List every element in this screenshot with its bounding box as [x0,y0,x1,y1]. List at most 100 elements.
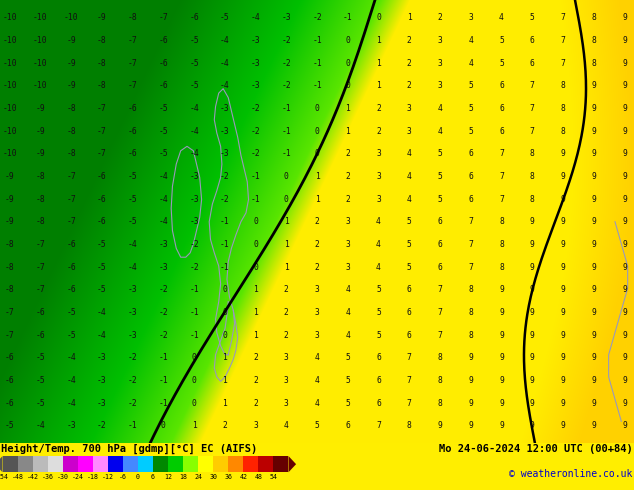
Text: 9: 9 [530,285,534,294]
Text: -5: -5 [158,104,168,113]
Text: 9: 9 [622,149,627,158]
Text: -2: -2 [158,285,168,294]
Text: -3: -3 [97,353,107,362]
Text: -4: -4 [220,36,230,45]
Text: -2: -2 [189,263,199,271]
Text: -36: -36 [42,474,54,480]
Text: 7: 7 [499,195,504,203]
Text: 4: 4 [314,398,320,408]
Text: 9: 9 [499,398,504,408]
Text: 6: 6 [469,149,473,158]
Text: 2: 2 [407,59,411,68]
Text: 9: 9 [592,172,596,181]
Text: 5: 5 [469,126,473,136]
Text: 9: 9 [530,353,534,362]
Text: -7: -7 [127,36,138,45]
Text: -4: -4 [127,263,138,271]
Text: -1: -1 [189,285,199,294]
Text: -3: -3 [158,263,168,271]
Bar [138,456,153,472]
Text: 8: 8 [469,308,473,317]
Text: -48: -48 [11,474,23,480]
Text: 9: 9 [499,353,504,362]
Text: -3: -3 [66,421,76,430]
Text: -10: -10 [2,13,17,22]
Text: 9: 9 [530,263,534,271]
Text: 4: 4 [284,421,288,430]
Text: -5: -5 [36,376,45,385]
Text: -9: -9 [4,195,15,203]
Text: 0: 0 [191,376,197,385]
Text: 9: 9 [469,353,473,362]
Text: 9: 9 [560,217,566,226]
Text: 1: 1 [314,195,320,203]
Text: 1: 1 [253,285,258,294]
Text: -4: -4 [66,376,76,385]
Text: -8: -8 [36,172,45,181]
Text: 2: 2 [346,172,350,181]
Text: Mo 24-06-2024 12:00 UTC (00+84): Mo 24-06-2024 12:00 UTC (00+84) [439,444,633,454]
Text: 9: 9 [530,217,534,226]
Text: 9: 9 [622,353,627,362]
Bar [48,456,63,472]
Text: 7: 7 [499,149,504,158]
Text: -1: -1 [220,240,230,249]
Text: 0: 0 [346,36,350,45]
Text: 9: 9 [560,263,566,271]
Text: 36: 36 [224,474,232,480]
Text: 3: 3 [437,59,443,68]
Text: 2: 2 [314,217,320,226]
Text: 2: 2 [284,285,288,294]
Text: -3: -3 [97,376,107,385]
Text: -18: -18 [87,474,99,480]
Text: -1: -1 [312,81,322,90]
Text: 1: 1 [407,13,411,22]
Text: -1: -1 [250,195,261,203]
Text: 3: 3 [346,263,350,271]
Text: 7: 7 [530,81,534,90]
Text: 9: 9 [592,195,596,203]
Text: -2: -2 [127,376,138,385]
Text: 5: 5 [469,81,473,90]
Text: 54: 54 [269,474,278,480]
Text: 1: 1 [346,126,350,136]
Text: 3: 3 [253,421,258,430]
Bar [108,456,123,472]
Text: 7: 7 [407,353,411,362]
Text: 9: 9 [530,331,534,340]
Text: 4: 4 [314,353,320,362]
Text: 5: 5 [376,285,381,294]
Text: 8: 8 [499,240,504,249]
Text: -3: -3 [189,195,199,203]
Text: 9: 9 [592,331,596,340]
Text: 6: 6 [437,240,443,249]
Text: -4: -4 [97,308,107,317]
Text: 9: 9 [499,285,504,294]
Text: -10: -10 [2,36,17,45]
Text: -7: -7 [97,126,107,136]
Text: 1: 1 [191,421,197,430]
Text: 1: 1 [223,376,227,385]
Text: 7: 7 [437,285,443,294]
Text: 9: 9 [469,398,473,408]
Text: -6: -6 [97,172,107,181]
Text: -6: -6 [158,36,168,45]
Text: 9: 9 [592,149,596,158]
Text: 9: 9 [622,104,627,113]
Text: -2: -2 [281,81,291,90]
Bar [243,456,259,472]
Text: -24: -24 [72,474,84,480]
Text: 0: 0 [284,195,288,203]
Text: 9: 9 [622,36,627,45]
Text: 8: 8 [499,263,504,271]
Text: -2: -2 [189,240,199,249]
Text: -6: -6 [158,81,168,90]
Text: 6: 6 [499,104,504,113]
Text: 4: 4 [407,172,411,181]
Text: -2: -2 [250,126,261,136]
Text: -7: -7 [36,285,45,294]
Text: -8: -8 [36,195,45,203]
Text: 9: 9 [560,331,566,340]
Text: 9: 9 [622,195,627,203]
Text: 7: 7 [469,263,473,271]
